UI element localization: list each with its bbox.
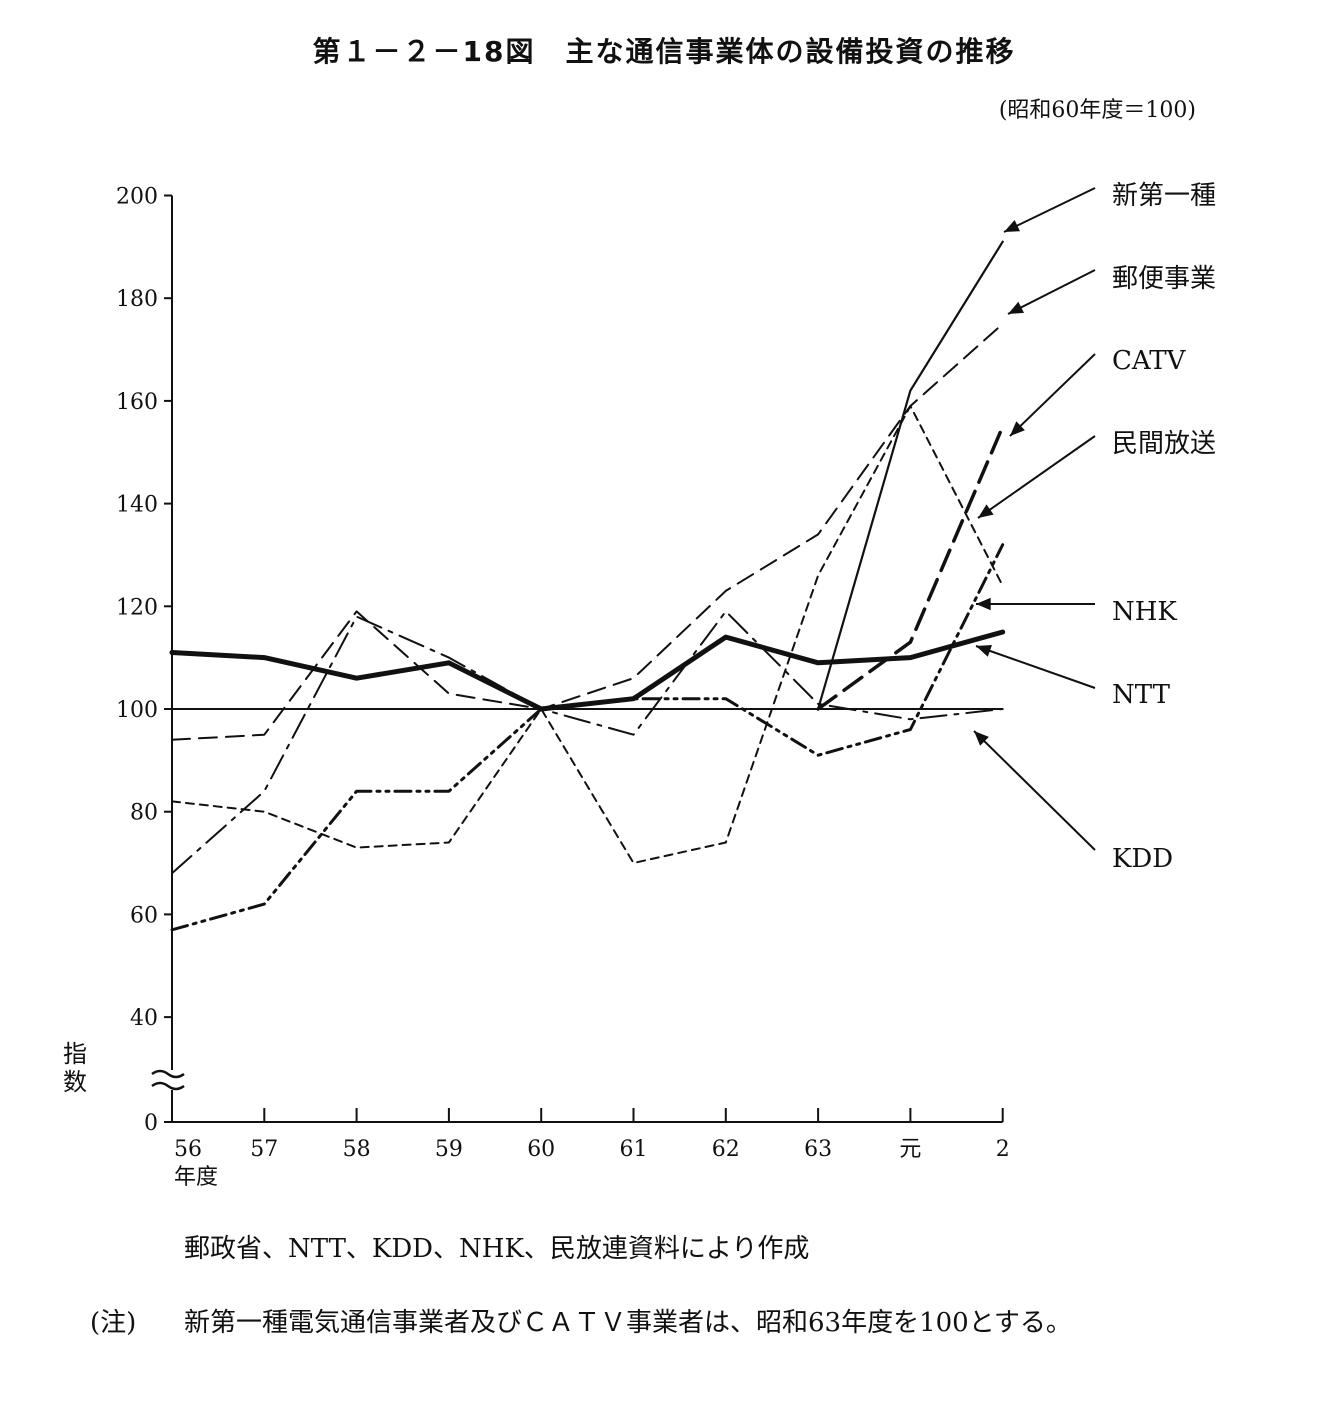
x-tick-label: 58 — [343, 1137, 371, 1162]
x-tick-label: 2 — [996, 1137, 1010, 1162]
legend-label-CATV: CATV — [1112, 346, 1187, 376]
series-line-郵便事業 — [171, 322, 1004, 741]
y-tick-label: 60 — [130, 903, 158, 928]
series-line-NHK — [170, 543, 1005, 932]
legend-pointer-line — [973, 730, 1096, 851]
x-tick-label: 57 — [250, 1137, 278, 1162]
y-tick-label: 120 — [116, 595, 158, 620]
y-tick-label: 180 — [116, 287, 158, 312]
y-tick-label: 80 — [130, 801, 158, 826]
x-tick-label: 59 — [435, 1137, 463, 1162]
chart-title: 第１－２－18図 主な通信事業体の設備投資の推移 — [312, 35, 1016, 68]
y-axis-label: 指数 — [63, 1040, 87, 1096]
y-tick-label: 200 — [116, 185, 158, 210]
y-tick-label: 160 — [116, 390, 158, 415]
legend-label-NHK: NHK — [1112, 597, 1177, 627]
legend-label-KDD: KDD — [1112, 844, 1173, 874]
series-line-民間放送 — [171, 405, 1004, 864]
legend-pointer-arrowhead — [1010, 421, 1025, 436]
series-line-NTT — [169, 629, 1006, 712]
series-line-KDD — [171, 610, 1004, 875]
legend-label-民間放送: 民間放送 — [1112, 429, 1216, 459]
x-tick-label: 60 — [527, 1137, 555, 1162]
y-tick-label: 40 — [130, 1006, 158, 1031]
x-tick-label: 62 — [712, 1137, 740, 1162]
series-line-CATV — [816, 424, 1005, 711]
y-tick-label: 100 — [116, 698, 158, 723]
legend-pointer-arrowhead — [976, 645, 992, 657]
source-note: 郵政省、NTT、KDD、NHK、民放連資料により作成 — [184, 1234, 810, 1264]
axis-break-mark — [151, 1069, 185, 1091]
legend-label-NTT: NTT — [1112, 680, 1171, 710]
x-tick-label: 56 — [174, 1137, 202, 1162]
footnote-text: 新第一種電気通信事業者及びＣＡＴＶ事業者は、昭和63年度を100とする。 — [184, 1308, 1072, 1338]
legend-pointer-line — [1009, 353, 1096, 437]
legend-pointer-arrowhead — [1008, 301, 1024, 314]
y-tick-label: 140 — [116, 493, 158, 518]
legend-label-新第一種: 新第一種 — [1112, 181, 1216, 211]
legend-pointer-line — [975, 645, 1096, 689]
base-year-note: (昭和60年度＝100) — [998, 98, 1196, 123]
x-tick-label: 63 — [804, 1137, 832, 1162]
footnote-label: (注) — [90, 1308, 137, 1338]
legend-pointer-arrowhead — [974, 731, 989, 746]
x-axis-unit-label: 年度 — [174, 1165, 218, 1190]
x-tick-label: 61 — [620, 1137, 648, 1162]
legend-pointer-line — [1007, 269, 1096, 315]
legend-pointer-arrowhead — [1004, 220, 1020, 232]
series-line-新第一種 — [816, 240, 1004, 711]
legend-pointer-arrowhead — [978, 504, 994, 518]
legend-pointer-line — [1003, 187, 1096, 233]
legend-pointer-arrowhead — [976, 597, 991, 611]
legend-label-郵便事業: 郵便事業 — [1112, 264, 1216, 294]
legend-pointer-line — [977, 435, 1096, 519]
x-tick-label: 元 — [899, 1137, 921, 1162]
y-tick-label: 0 — [144, 1111, 158, 1136]
line-chart: 0 40 60 80 100 120 140 160 180 200 56 57 58 59 60 61 62 6… — [116, 181, 1216, 1190]
